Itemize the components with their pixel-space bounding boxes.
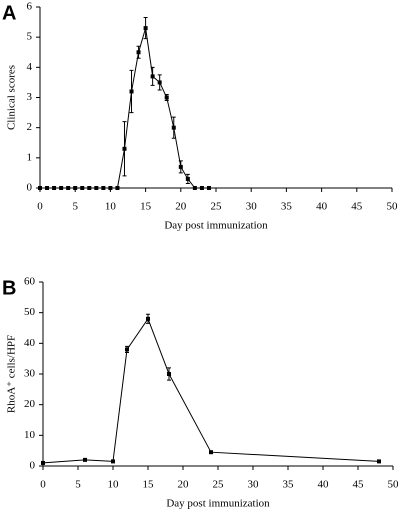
x-tick-label: 10: [108, 479, 120, 491]
data-point: [41, 460, 45, 465]
data-point: [129, 89, 134, 94]
data-point: [108, 186, 113, 190]
x-tick-label: 20: [178, 479, 190, 491]
data-point: [185, 176, 190, 181]
data-point: [87, 186, 92, 190]
x-tick-label: 20: [175, 201, 187, 213]
data-point: [150, 74, 155, 79]
data-point: [157, 80, 162, 85]
y-tick-label: 20: [24, 398, 36, 410]
x-tick-label: 35: [283, 479, 295, 491]
data-point: [59, 186, 64, 190]
x-tick-label: 15: [143, 479, 155, 491]
x-tick-label: 30: [246, 201, 258, 213]
y-tick-label: 4: [27, 61, 33, 73]
data-point: [146, 316, 150, 321]
y-tick-label: 3: [27, 91, 33, 103]
x-tick-label: 25: [213, 479, 225, 491]
data-point: [377, 459, 381, 464]
data-point: [199, 186, 204, 190]
data-point: [94, 186, 99, 190]
y-tick-label: 0: [30, 460, 36, 472]
y-tick-label: 40: [24, 337, 36, 349]
data-point: [167, 372, 171, 376]
data-point: [52, 186, 57, 190]
x-tick-label: 15: [140, 201, 152, 213]
y-tick-label: 6: [27, 1, 33, 13]
data-point: [66, 186, 71, 190]
data-point: [111, 459, 115, 464]
data-point: [143, 26, 148, 31]
data-point: [122, 146, 127, 151]
y-tick-label: 60: [24, 276, 36, 288]
data-point: [192, 186, 197, 190]
panel-label: B: [2, 277, 16, 299]
y-tick-label: 2: [27, 121, 33, 133]
x-tick-label: 35: [281, 201, 293, 213]
data-point: [171, 125, 176, 130]
data-point: [83, 457, 87, 462]
data-point: [73, 186, 78, 190]
data-point: [164, 95, 169, 100]
x-tick-label: 40: [316, 201, 328, 213]
panel-label: A: [2, 2, 16, 24]
y-tick-label: 0: [27, 182, 33, 194]
x-tick-label: 5: [72, 201, 78, 213]
data-point: [136, 50, 141, 55]
x-tick-label: 30: [248, 479, 260, 491]
data-line: [42, 317, 380, 464]
data-point: [209, 450, 213, 455]
x-tick-label: 5: [75, 479, 81, 491]
y-tick-label: 5: [27, 31, 33, 43]
x-tick-label: 0: [40, 479, 46, 491]
data-point: [80, 186, 85, 190]
x-tick-label: 50: [387, 201, 399, 213]
data-point: [125, 347, 129, 352]
x-tick-label: 45: [353, 479, 365, 491]
y-axis-label: Clinical scores: [6, 65, 18, 130]
x-axis-label: Day post immunization: [164, 220, 268, 232]
x-axis-label: Day post immunization: [166, 498, 270, 510]
y-tick-label: 10: [24, 429, 36, 441]
data-point: [101, 186, 106, 190]
data-point: [178, 164, 183, 169]
x-tick-label: 25: [211, 201, 223, 213]
x-tick-label: 0: [37, 201, 43, 213]
x-tick-label: 50: [388, 479, 400, 491]
data-point: [45, 186, 50, 190]
y-tick-label: 30: [24, 368, 36, 380]
y-tick-label: 1: [27, 151, 33, 163]
data-point: [115, 186, 120, 190]
data-point: [206, 186, 211, 190]
x-tick-label: 45: [351, 201, 363, 213]
data-point: [38, 186, 42, 190]
x-tick-label: 10: [105, 201, 117, 213]
y-axis-label: RhoA⁺ cells/HPF: [6, 335, 18, 413]
y-tick-label: 50: [24, 306, 36, 318]
x-tick-label: 40: [318, 479, 330, 491]
